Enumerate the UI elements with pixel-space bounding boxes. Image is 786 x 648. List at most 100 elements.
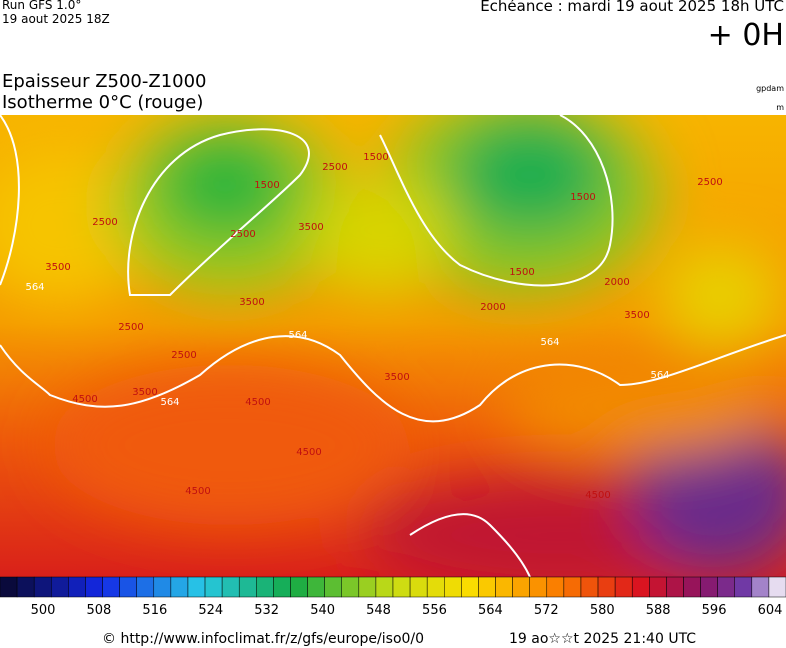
colorbar-swatch xyxy=(392,576,411,598)
colorbar-swatch xyxy=(683,576,701,598)
colorbar-label: 580 xyxy=(590,603,615,618)
contour-label: 4500 xyxy=(296,447,321,458)
colorbar-swatch xyxy=(444,576,462,598)
colorbar-swatch xyxy=(0,576,18,598)
colorbar-swatch xyxy=(51,576,69,598)
contour-label: 2500 xyxy=(230,229,255,240)
unit: gpdam xyxy=(756,84,784,93)
contour-label: 2500 xyxy=(171,350,196,361)
colorbar-label: 564 xyxy=(478,603,503,618)
contour-label: 2500 xyxy=(697,177,722,188)
contour-label: 2000 xyxy=(480,302,505,313)
colorbar-swatch xyxy=(273,576,291,598)
contour-label: 4500 xyxy=(72,394,97,405)
colorbar-swatch xyxy=(119,576,137,598)
contour-label: 3500 xyxy=(298,222,323,233)
colorbar-swatch xyxy=(324,576,342,598)
colorbar-swatch xyxy=(580,576,599,598)
colorbar-swatch xyxy=(68,576,86,598)
colorbar-swatch xyxy=(409,576,428,598)
contour-label: 564 xyxy=(540,337,559,348)
contour-label: 2500 xyxy=(118,322,143,333)
colorbar-label: 524 xyxy=(198,603,223,618)
colorbar-swatch xyxy=(478,576,496,598)
colorbar-label: 516 xyxy=(142,603,167,618)
colorbar-label: 508 xyxy=(87,603,112,618)
colorbar-label: 500 xyxy=(31,603,56,618)
contour-label: 3500 xyxy=(45,262,70,273)
colorbar-swatch xyxy=(614,576,633,598)
colorbar-swatch xyxy=(495,576,513,598)
title-line-2: Isotherme 0°C (rouge) xyxy=(2,92,204,113)
unit: m xyxy=(776,103,784,112)
colorbar-swatch xyxy=(597,576,616,598)
colorbar-swatch xyxy=(358,576,377,598)
contour-label: 3500 xyxy=(624,310,649,321)
colorbar-label: 572 xyxy=(534,603,559,618)
colorbar-swatch xyxy=(290,576,308,598)
contour-label: 3500 xyxy=(384,372,409,383)
colorbar-label: 588 xyxy=(646,603,671,618)
title-line-1: Epaisseur Z500-Z1000 xyxy=(2,71,207,92)
colorbar-swatch xyxy=(341,576,360,598)
footer-date: 19 ao☆☆t 2025 21:40 UTC xyxy=(509,631,697,647)
colorbar-label: 540 xyxy=(310,603,335,618)
run-date: 19 aout 2025 18Z xyxy=(2,12,110,26)
colorbar-swatch xyxy=(751,576,770,598)
colorbar-swatch xyxy=(512,576,530,598)
colorbar-label: 604 xyxy=(758,603,783,618)
colorbar-swatch xyxy=(170,576,189,598)
echeance: Echéance : mardi 19 aout 2025 18h UTC xyxy=(480,0,784,15)
contour-label: 4500 xyxy=(585,490,610,501)
colorbar-swatch xyxy=(33,576,52,598)
colorbar-swatch xyxy=(16,576,35,598)
contour-label: 2500 xyxy=(92,217,117,228)
colorbar-swatch xyxy=(461,576,479,598)
colorbar-label: 556 xyxy=(422,603,447,618)
colorbar-swatch xyxy=(734,576,753,598)
contour-label: 564 xyxy=(288,330,307,341)
colorbar-swatch xyxy=(221,576,240,598)
contour-label: 3500 xyxy=(132,387,157,398)
colorbar-swatch xyxy=(204,576,223,598)
colorbar-swatch xyxy=(631,576,650,598)
colorbar-swatch xyxy=(136,576,155,598)
colorbar-swatch xyxy=(375,576,394,598)
colorbar-swatch xyxy=(187,576,206,598)
contour-label: 1500 xyxy=(509,267,534,278)
colorbar-swatch xyxy=(426,576,445,598)
contour-label: 564 xyxy=(25,282,44,293)
colorbar-swatch xyxy=(768,576,786,598)
colorbar-label: 548 xyxy=(366,603,391,618)
contour-label: 4500 xyxy=(185,486,210,497)
contour-label: 1500 xyxy=(363,152,388,163)
colorbar-swatch xyxy=(85,576,103,598)
run-label: Run GFS 1.0° xyxy=(2,0,82,12)
footer-url: © http://www.infoclimat.fr/z/gfs/europe/… xyxy=(102,631,425,647)
contour-label: 1500 xyxy=(570,192,595,203)
colorbar-swatch xyxy=(649,576,667,598)
contour-label: 2500 xyxy=(322,162,347,173)
colorbar-swatch xyxy=(546,576,565,598)
colorbar-swatch xyxy=(700,576,718,598)
contour-label: 564 xyxy=(650,370,669,381)
contour-label: 1500 xyxy=(254,180,279,191)
colorbar-swatch xyxy=(102,576,120,598)
colorbar-swatch xyxy=(666,576,684,598)
contour-label: 4500 xyxy=(245,397,270,408)
contour-label: 2000 xyxy=(604,277,629,288)
colorbar-label: 596 xyxy=(702,603,727,618)
colorbar-swatch xyxy=(153,576,172,598)
contour-label: 3500 xyxy=(239,297,264,308)
colorbar-swatch xyxy=(563,576,582,598)
offset: + 0H xyxy=(707,18,784,53)
colorbar-swatch xyxy=(238,576,257,598)
colorbar-swatch xyxy=(717,576,735,598)
map: 564 564 564 564 564 2500 2500 2500 2500 2500 3500 3… xyxy=(0,115,786,577)
colorbar-swatch xyxy=(307,576,325,598)
colorbar: 500 508 516 524 532 540 548 556 564 572 580 588 596 6… xyxy=(0,576,786,618)
colorbar-label: 532 xyxy=(254,603,279,618)
colorbar-swatch xyxy=(256,576,274,598)
colorbar-swatch xyxy=(529,576,548,598)
